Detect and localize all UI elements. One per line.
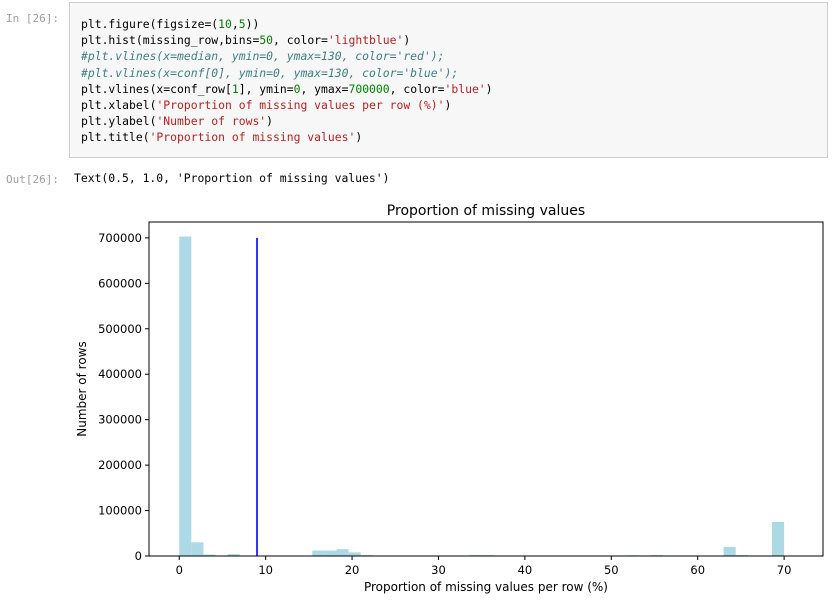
code-token: 10 xyxy=(218,17,232,31)
code-line: plt.figure(figsize=(10,5)) xyxy=(81,16,493,32)
input-prompt: In [26]: xyxy=(6,12,59,25)
code-token: ) xyxy=(355,130,363,145)
x-tick-label: 70 xyxy=(777,563,792,577)
code-token: 0 xyxy=(293,81,301,96)
plot-frame xyxy=(148,221,824,557)
code-line: plt.ylabel('Number of rows') xyxy=(81,113,493,129)
code-cell[interactable]: plt.figure(figsize=(10,5)) plt.hist(missi… xyxy=(69,2,828,158)
histogram-bar xyxy=(191,542,204,556)
histogram-bar xyxy=(227,554,240,556)
code-token: plt.xlabel( xyxy=(81,97,157,112)
code-token: 'Number of rows' xyxy=(156,114,267,129)
code-token: 'lightblue' xyxy=(327,33,404,48)
y-axis-label: Number of rows xyxy=(75,341,89,436)
y-tick-label: 400000 xyxy=(98,367,142,381)
code-line: plt.vlines(x=conf_row[1], ymin=0, ymax=7… xyxy=(81,81,493,97)
x-axis-label: Proportion of missing values per row (%) xyxy=(364,580,608,594)
x-tick-label: 50 xyxy=(604,563,619,577)
y-tick-label: 100000 xyxy=(98,504,142,518)
code-token: , color= xyxy=(273,33,328,48)
x-tick-label: 60 xyxy=(690,563,705,577)
y-tick-label: 200000 xyxy=(98,458,142,472)
histogram-chart: 0 10 20 30 40 50 60 70 0 100000 200000 300000 400000… xyxy=(75,203,824,594)
histogram-bar xyxy=(324,550,337,556)
code-token: ], ymin= xyxy=(238,81,294,96)
code-token: , xyxy=(231,17,239,31)
code-token: plt.ylabel( xyxy=(81,114,157,129)
histogram-bar xyxy=(723,546,736,556)
code-line: #plt.vlines(x=median, ymin=0, ymax=130, … xyxy=(81,48,493,64)
code-token: 1 xyxy=(231,81,239,96)
code-token: 'Proportion of missing values' xyxy=(149,130,356,145)
code-line: plt.title('Proportion of missing values'… xyxy=(81,129,493,145)
code-token: 'blue' xyxy=(444,81,486,96)
histogram-bar xyxy=(203,554,216,556)
code-editor[interactable]: plt.figure(figsize=(10,5)) plt.hist(missi… xyxy=(81,16,493,146)
y-tick-label: 600000 xyxy=(98,276,142,290)
histogram-bar xyxy=(772,521,785,556)
code-token: ) xyxy=(444,97,452,112)
code-token: ) xyxy=(266,114,274,129)
code-token: )) xyxy=(245,17,260,31)
chart-title: Proportion of missing values xyxy=(387,203,585,219)
code-token: 5 xyxy=(238,17,246,31)
code-token: 700000 xyxy=(348,81,390,96)
y-tick-label: 500000 xyxy=(98,322,142,336)
code-token: , ymax= xyxy=(300,81,349,96)
code-token: plt.vlines(x=conf_row[ xyxy=(81,81,232,96)
y-tick-label: 300000 xyxy=(98,413,142,427)
histogram-bar xyxy=(179,236,192,556)
code-token: plt.figure(figsize=( xyxy=(81,17,219,31)
x-tick-label: 0 xyxy=(176,563,183,577)
code-token: plt.hist(missing_row,bins= xyxy=(81,33,260,48)
code-token: #plt.vlines(x=median, ymin=0, ymax=130, … xyxy=(81,49,445,64)
code-line: #plt.vlines(x=conf[0], ymin=0, ymax=130,… xyxy=(81,65,493,81)
histogram-bar xyxy=(336,549,349,556)
code-token: #plt.vlines(x=conf[0], ymin=0, ymax=130,… xyxy=(81,65,459,80)
code-line: plt.hist(missing_row,bins=50, color='lig… xyxy=(81,32,493,48)
x-tick-label: 30 xyxy=(431,563,446,577)
x-tick-label: 10 xyxy=(258,563,273,577)
x-tick-label: 40 xyxy=(518,563,533,577)
code-token: 'Proportion of missing values per row (%… xyxy=(156,97,445,112)
code-token: plt.title( xyxy=(81,130,150,145)
code-token: ) xyxy=(403,33,411,48)
output-prompt: Out[26]: xyxy=(6,173,59,186)
histogram-bar xyxy=(312,550,325,556)
code-token: 50 xyxy=(259,33,274,48)
output-text: Text(0.5, 1.0, 'Proportion of missing va… xyxy=(74,171,390,185)
y-tick-label: 700000 xyxy=(98,231,142,245)
code-line: plt.xlabel('Proportion of missing values… xyxy=(81,97,493,113)
code-token: ) xyxy=(485,81,493,96)
y-tick-label: 0 xyxy=(135,549,142,563)
x-tick-label: 20 xyxy=(345,563,360,577)
code-token: , color= xyxy=(389,81,445,96)
histogram-bar xyxy=(348,552,361,556)
